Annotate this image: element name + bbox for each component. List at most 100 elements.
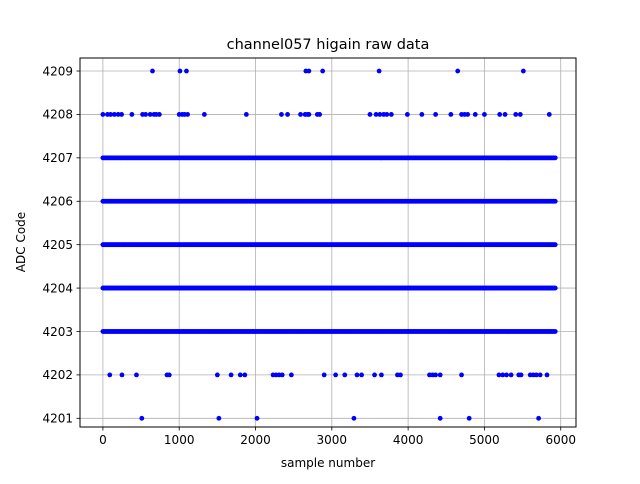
data-point — [518, 372, 524, 378]
x-tick-label: 5000 — [469, 433, 500, 447]
data-point — [228, 372, 234, 378]
y-tick-label: 4201 — [42, 412, 73, 426]
y-tick-label: 4208 — [42, 108, 73, 122]
data-point — [544, 372, 550, 378]
y-tick-label: 4205 — [42, 238, 73, 252]
x-tick-label: 1000 — [164, 433, 195, 447]
data-point — [243, 112, 249, 117]
data-point — [115, 112, 121, 117]
data-point — [377, 112, 383, 117]
data-point — [373, 112, 379, 117]
data-point — [166, 372, 172, 378]
x-tick-label: 0 — [99, 433, 107, 447]
data-point — [111, 112, 117, 117]
data-point — [100, 112, 106, 117]
data-point — [500, 372, 506, 378]
y-axis-label: ADC Code — [14, 212, 28, 272]
data-point — [508, 372, 514, 378]
data-point — [285, 112, 290, 117]
data-point — [156, 112, 162, 117]
data-point — [376, 68, 382, 74]
data-point — [496, 372, 502, 378]
data-point — [177, 68, 183, 74]
data-point — [455, 68, 461, 74]
data-point — [134, 372, 139, 378]
data-point — [502, 112, 508, 117]
ticks-layer: 0 1000 2000 3000 4000 5000 6000 4201 4202 4203 420… — [42, 64, 576, 447]
data-point — [504, 372, 509, 378]
y-tick-label: 4203 — [42, 325, 73, 339]
data-point — [517, 112, 523, 117]
data-point — [482, 112, 487, 117]
data-point — [497, 112, 503, 117]
data-point — [288, 372, 294, 378]
data-point — [298, 112, 303, 117]
data-point — [306, 112, 312, 117]
data-point — [279, 372, 285, 378]
data-point — [552, 285, 558, 291]
data-point — [433, 372, 438, 378]
data-point — [552, 329, 558, 334]
data-point — [119, 112, 124, 117]
x-axis-label: sample number — [281, 456, 375, 470]
data-point — [448, 112, 454, 117]
data-point — [254, 415, 260, 421]
data-point — [351, 415, 357, 421]
data-point — [552, 198, 558, 204]
data-point — [404, 112, 410, 117]
y-tick-label: 4206 — [42, 195, 73, 209]
plot-frame — [79, 57, 577, 428]
data-point — [317, 112, 323, 117]
data-point — [372, 372, 377, 378]
data-point — [306, 68, 312, 74]
chart-title: channel057 higain raw data — [227, 37, 430, 53]
x-tick-label: 4000 — [393, 433, 424, 447]
data-point — [279, 112, 284, 117]
data-point — [546, 112, 552, 117]
data-point — [147, 112, 153, 117]
data-point — [107, 372, 113, 378]
data-point — [513, 112, 519, 117]
data-point — [237, 372, 243, 378]
x-tick-label: 2000 — [240, 433, 271, 447]
data-point — [216, 415, 222, 421]
y-tick-label: 4209 — [42, 64, 73, 78]
data-point — [533, 372, 539, 378]
data-point — [437, 415, 443, 421]
data-point — [536, 415, 542, 421]
data-point — [143, 112, 149, 117]
data-point — [354, 372, 360, 378]
x-tick-label: 3000 — [317, 433, 348, 447]
data-point — [398, 372, 403, 378]
data-point — [437, 372, 443, 378]
data-point — [150, 68, 155, 74]
data-point — [129, 112, 135, 117]
data-point — [520, 68, 526, 74]
data-point — [552, 155, 558, 161]
data-point — [388, 112, 394, 117]
data-point — [184, 68, 189, 74]
data-point — [242, 372, 248, 378]
data-point — [321, 372, 327, 378]
data-point — [108, 112, 113, 117]
data-point — [433, 112, 438, 117]
data-point — [384, 112, 390, 117]
data-point — [419, 112, 425, 117]
y-tick-label: 4204 — [42, 281, 73, 295]
data-point — [459, 372, 464, 378]
points-layer — [100, 68, 558, 421]
data-point — [537, 372, 543, 378]
data-point — [214, 372, 220, 378]
data-point — [466, 415, 472, 421]
data-point — [379, 372, 384, 378]
data-point — [367, 112, 373, 117]
x-tick-label: 6000 — [545, 433, 576, 447]
data-point — [320, 68, 326, 74]
data-point — [465, 112, 471, 117]
data-point — [139, 415, 145, 421]
y-tick-label: 4202 — [42, 368, 73, 382]
data-point — [359, 372, 364, 378]
data-point — [342, 372, 348, 378]
